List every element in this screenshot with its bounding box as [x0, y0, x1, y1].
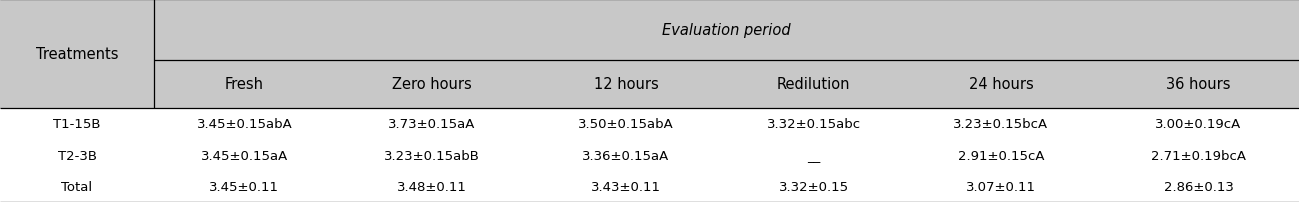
- Text: 3.45±0.11: 3.45±0.11: [209, 180, 279, 193]
- Text: 2.91±0.15cA: 2.91±0.15cA: [957, 149, 1044, 162]
- Text: 3.23±0.15bcA: 3.23±0.15bcA: [953, 118, 1048, 130]
- Text: 3.07±0.11: 3.07±0.11: [966, 180, 1037, 193]
- Text: 3.73±0.15aA: 3.73±0.15aA: [388, 118, 475, 130]
- Text: Treatments: Treatments: [36, 47, 118, 62]
- Text: 3.36±0.15aA: 3.36±0.15aA: [582, 149, 670, 162]
- Text: 3.32±0.15abc: 3.32±0.15abc: [766, 118, 861, 130]
- Text: 24 hours: 24 hours: [969, 77, 1034, 92]
- Text: __: __: [807, 149, 820, 162]
- Text: Total: Total: [61, 180, 92, 193]
- Text: 3.50±0.15abA: 3.50±0.15abA: [578, 118, 674, 130]
- Text: Evaluation period: Evaluation period: [662, 23, 791, 38]
- Text: 3.48±0.11: 3.48±0.11: [397, 180, 466, 193]
- Text: 3.45±0.15aA: 3.45±0.15aA: [201, 149, 288, 162]
- Text: Zero hours: Zero hours: [392, 77, 472, 92]
- Text: T2-3B: T2-3B: [57, 149, 96, 162]
- Bar: [0, 108, 1299, 140]
- Text: 2.86±0.13: 2.86±0.13: [1164, 180, 1234, 193]
- Text: 3.43±0.11: 3.43±0.11: [591, 180, 661, 193]
- Bar: [0, 140, 1299, 171]
- Text: T1-15B: T1-15B: [53, 118, 101, 130]
- Text: Redilution: Redilution: [777, 77, 851, 92]
- Text: Fresh: Fresh: [225, 77, 264, 92]
- Bar: [0, 171, 1299, 202]
- Text: 3.00±0.19cA: 3.00±0.19cA: [1155, 118, 1242, 130]
- Text: 3.23±0.15abB: 3.23±0.15abB: [385, 149, 479, 162]
- Text: 3.45±0.15abA: 3.45±0.15abA: [196, 118, 292, 130]
- Bar: [0, 60, 1299, 108]
- Text: 2.71±0.19bcA: 2.71±0.19bcA: [1151, 149, 1246, 162]
- Text: 3.32±0.15: 3.32±0.15: [778, 180, 848, 193]
- Text: 36 hours: 36 hours: [1167, 77, 1231, 92]
- Text: 12 hours: 12 hours: [594, 77, 659, 92]
- Bar: [0, 0, 1299, 60]
